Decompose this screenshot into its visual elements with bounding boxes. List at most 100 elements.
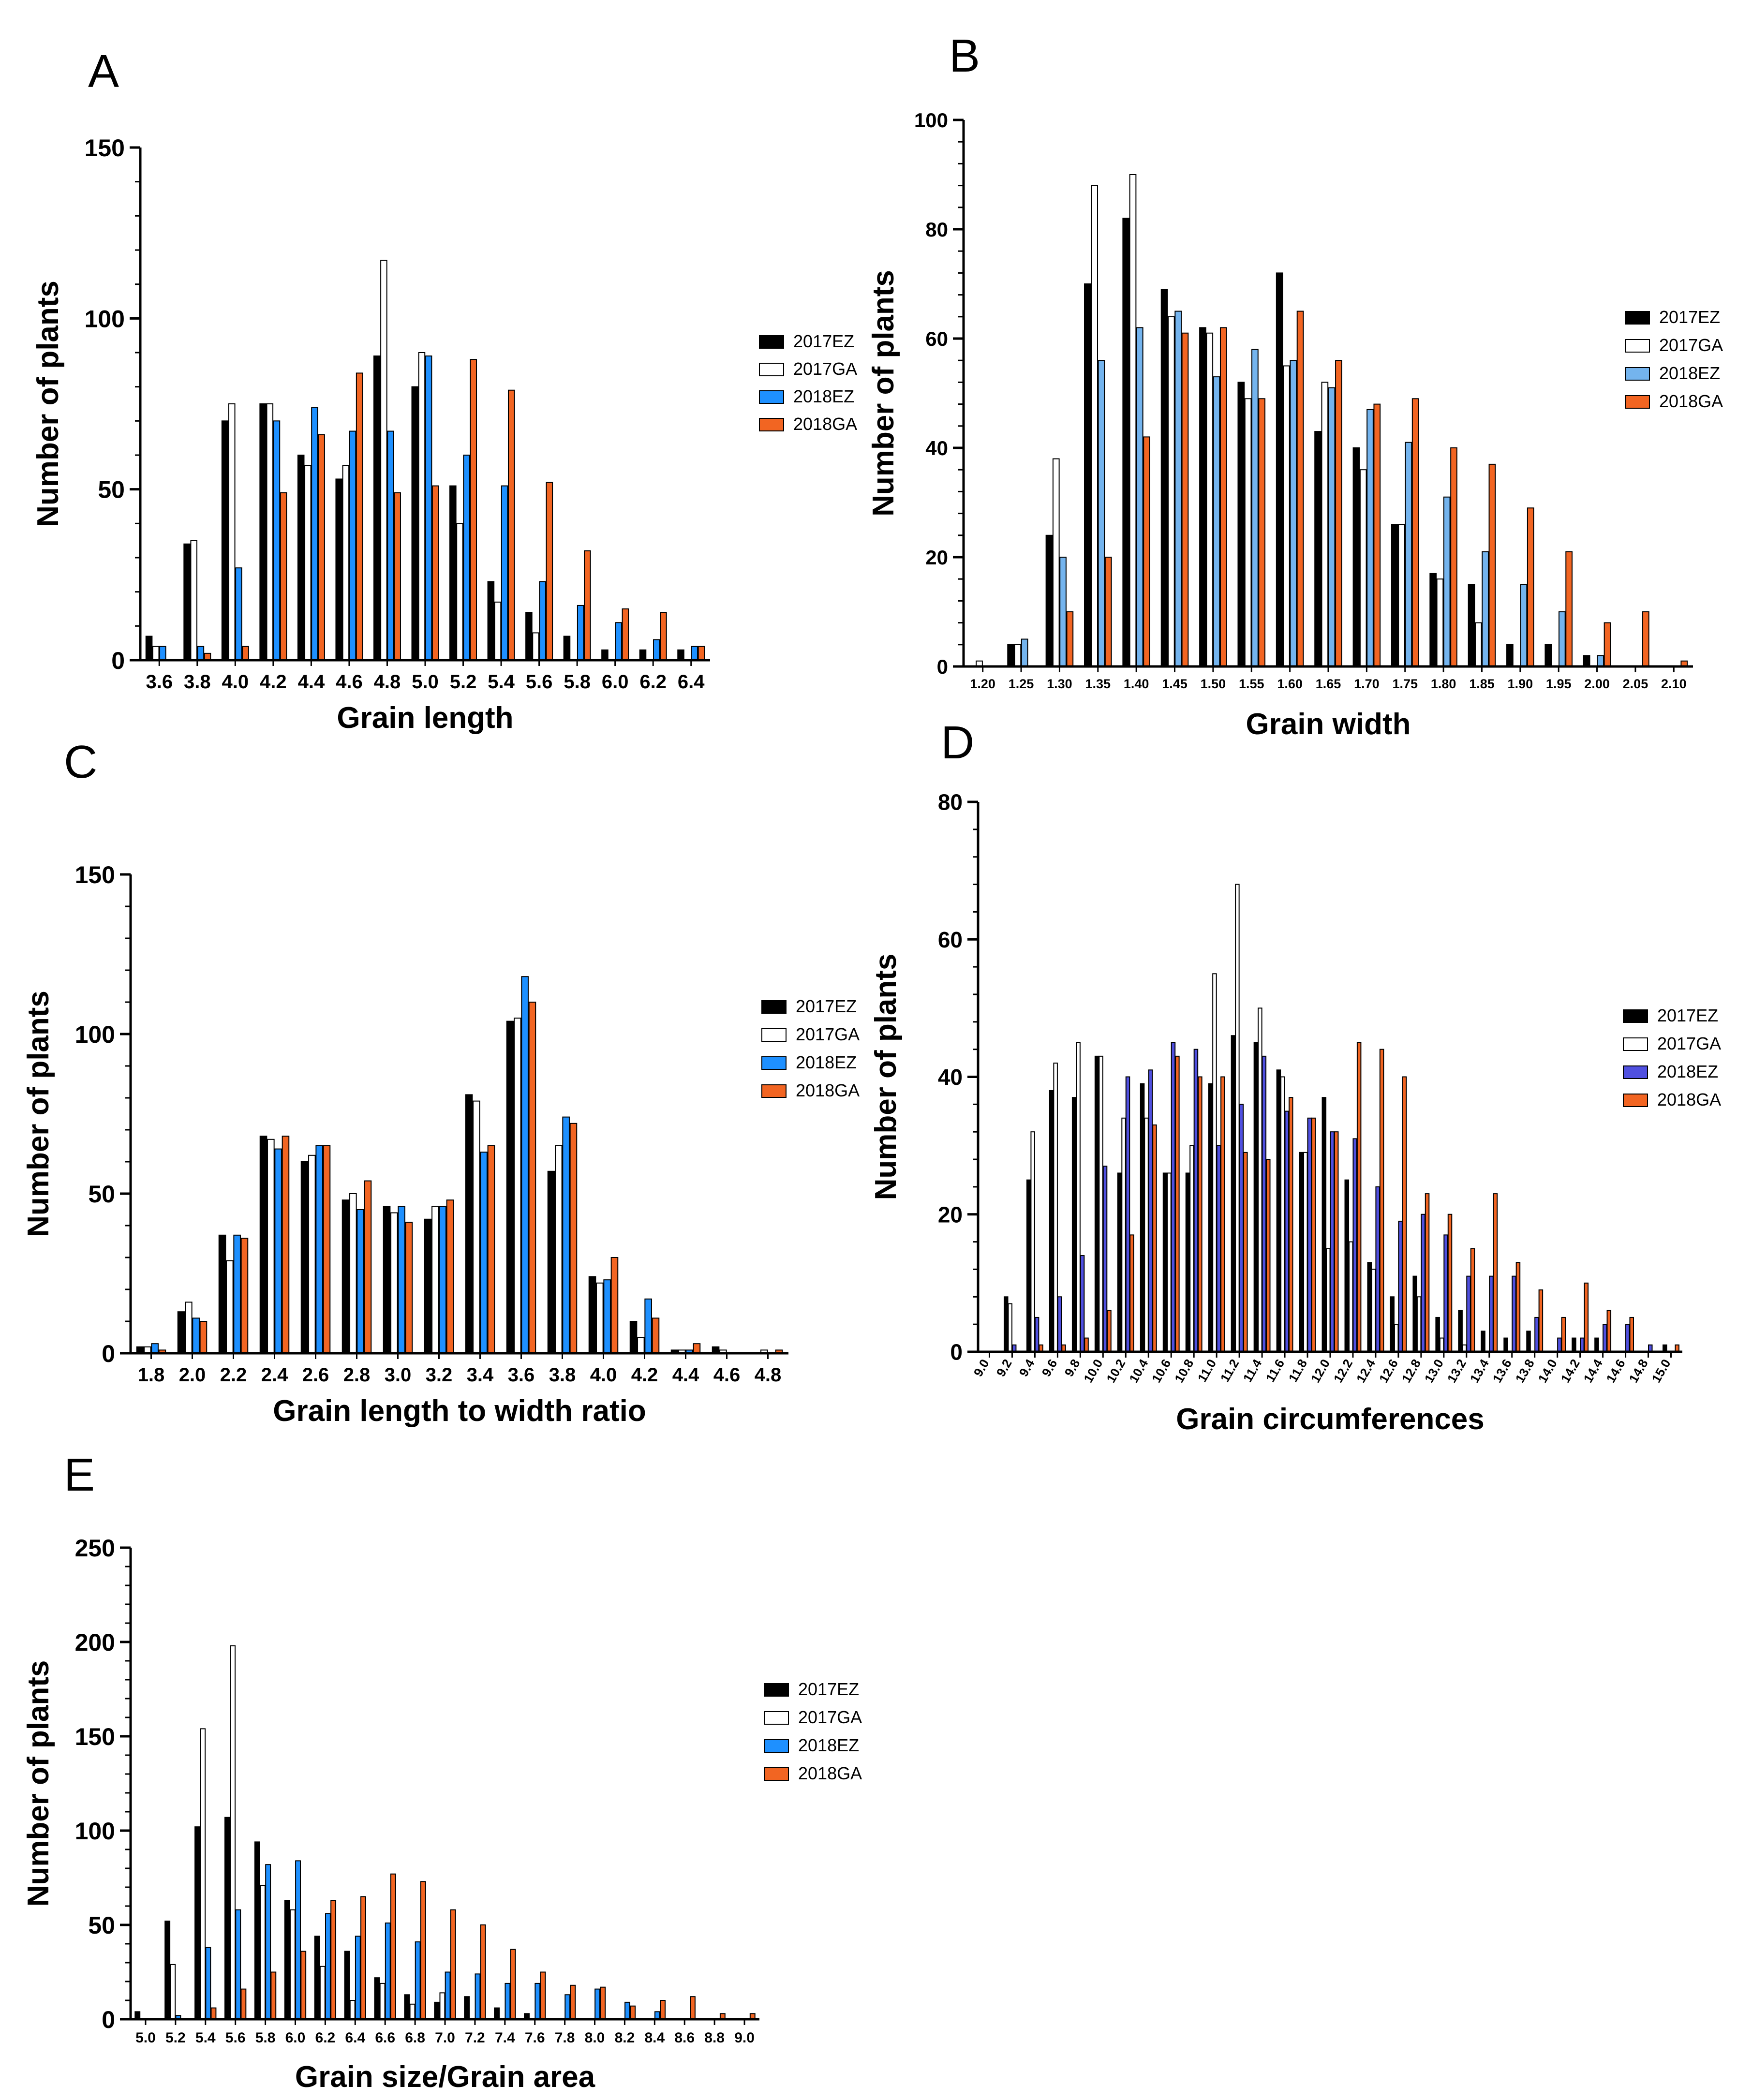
bar-2018ez-4-4 — [311, 407, 318, 661]
x-tick-label: 8.4 — [644, 2030, 665, 2046]
x-tick-label: 2.0 — [179, 1364, 206, 1386]
bar-2018ga-10-4 — [1152, 1124, 1157, 1352]
y-tick-label: 80 — [938, 790, 963, 815]
bar-2018ez-9-6 — [1057, 1296, 1062, 1353]
bar-2018ez-9-4 — [1034, 1316, 1039, 1352]
bar-2018ga-12-2 — [1356, 1042, 1362, 1352]
bar-2018ez-4-2 — [273, 420, 281, 661]
x-tick-label: 7.2 — [465, 2030, 485, 2046]
bar-2018ez-8-2 — [624, 2001, 630, 2020]
bar-2018ez-11-0 — [1216, 1145, 1221, 1353]
bar-2018ga-6-0 — [622, 608, 629, 661]
legend-label-2017ez: 2017EZ — [796, 996, 857, 1016]
bar-2017ga-12-0 — [1326, 1248, 1331, 1353]
bar-2017ga-7-0 — [439, 1992, 445, 2020]
bar-2018ga-2-05 — [1642, 611, 1649, 667]
bar-2018ga-1-40 — [1143, 436, 1150, 667]
bar-2017ga-12-8 — [1416, 1296, 1422, 1353]
bar-2017ga-1-25 — [1014, 644, 1022, 667]
y-axis-title: Number of plants — [31, 281, 65, 527]
y-tick-label: 100 — [914, 109, 948, 132]
legend-label-2017ga: 2017GA — [796, 1024, 860, 1044]
panel-label: A — [88, 45, 119, 97]
bar-2018ga-14-6 — [1629, 1316, 1634, 1352]
x-tick-label: 4.4 — [298, 671, 325, 693]
bar-2017ga-4-6 — [342, 465, 350, 661]
legend: 2017EZ 2017GA 2018EZ 2018GA — [759, 331, 857, 434]
bar-2017ga-5-2 — [456, 523, 463, 661]
y-tick-label: 0 — [102, 2006, 115, 2033]
bar-2017ez-3-8 — [547, 1170, 555, 1354]
bar-2017ez-2-2 — [218, 1234, 226, 1354]
bar-2017ga-5-6 — [532, 632, 539, 661]
bar-2017ez-11-2 — [1231, 1035, 1236, 1352]
bar-2017ga-3-8 — [555, 1145, 563, 1354]
bar-2018ga-6-0 — [300, 1951, 307, 2020]
x-tick-label: 3.0 — [385, 1364, 412, 1386]
x-tick-label: 1.35 — [1085, 677, 1111, 691]
bar-2018ez-2-8 — [356, 1209, 364, 1354]
bar-2017ga-3-6 — [152, 646, 160, 661]
bar-2017ga-4-2 — [637, 1337, 645, 1354]
legend-label-2017ez: 2017EZ — [798, 1679, 859, 1699]
x-tick-label: 8.2 — [615, 2030, 635, 2046]
bar-2018ez-9-8 — [1080, 1255, 1085, 1353]
bar-2018ez-6-0 — [615, 622, 623, 661]
bar-2018ga-8-2 — [630, 2005, 636, 2020]
bar-2017ez-14-2 — [1572, 1337, 1576, 1353]
bar-2017ez-5-8 — [254, 1841, 260, 2020]
bar-2017ez-3-0 — [383, 1206, 391, 1354]
bar-2018ga-11-6 — [1288, 1097, 1293, 1352]
bar-2017ez-1-45 — [1160, 289, 1168, 667]
legend-label-2017ga: 2017GA — [798, 1707, 862, 1727]
bar-2018ez-3-2 — [439, 1206, 446, 1354]
bar-2017ez-4-2 — [629, 1321, 638, 1354]
x-tick-label: 4.2 — [260, 671, 287, 693]
x-tick-label: 2.8 — [343, 1364, 371, 1386]
y-tick-label: 50 — [98, 476, 125, 503]
bar-2018ga-6-6 — [390, 1873, 396, 2020]
bar-2018ez-3-4 — [480, 1152, 488, 1354]
bar-2018ez-4-0 — [235, 567, 242, 661]
y-tick-label: 100 — [85, 305, 125, 332]
bar-2017ez-7-0 — [434, 2001, 440, 2020]
bar-2018ga-1-30 — [1066, 611, 1074, 667]
legend-label-2017ga: 2017GA — [793, 359, 857, 379]
y-tick-label: 150 — [75, 861, 115, 888]
x-tick-label: 3.6 — [508, 1364, 535, 1386]
bar-2018ga-3-6 — [528, 1002, 536, 1354]
bar-2018ga-1-90 — [1527, 507, 1534, 667]
bar-2018ez-6-4 — [691, 646, 698, 661]
bar-2018ez-4-2 — [644, 1298, 652, 1354]
bar-2018ez-1-75 — [1405, 442, 1412, 667]
bar-2018ga-5-4 — [507, 389, 515, 661]
legend-swatch-2018ga — [1625, 395, 1650, 409]
bar-2018ez-7-6 — [535, 1982, 541, 2020]
bar-2017ez-6-4 — [677, 649, 684, 661]
bar-2018ga-6-8 — [420, 1881, 426, 2020]
x-tick-label: 5.8 — [564, 671, 591, 693]
bar-2017ez-1-80 — [1429, 573, 1437, 667]
bar-2017ga-2-4 — [267, 1139, 275, 1354]
legend-swatch-2018ez — [764, 1739, 789, 1753]
bar-2018ez-6-8 — [415, 1941, 421, 2020]
bar-2018ga-6-4 — [360, 1896, 366, 2020]
x-tick-label: 6.4 — [678, 671, 705, 693]
bar-2017ez-5-2 — [164, 1921, 171, 2020]
bar-2017ga-2-2 — [226, 1260, 234, 1354]
x-tick-label: 6.2 — [639, 671, 667, 693]
bar-2018ga-11-8 — [1311, 1117, 1316, 1353]
bar-2018ez-10-4 — [1148, 1069, 1153, 1353]
y-tick-label: 150 — [75, 1723, 115, 1750]
legend-swatch-2017ez — [759, 335, 784, 349]
x-tick-label: 4.0 — [222, 671, 249, 693]
bar-2018ez-1-35 — [1098, 360, 1105, 667]
bar-2018ga-8-4 — [660, 2000, 666, 2020]
x-tick-label: 4.6 — [336, 671, 363, 693]
bar-2017ez-9-4 — [1026, 1179, 1031, 1352]
y-tick-label: 0 — [111, 647, 125, 674]
bar-2018ga-14-4 — [1606, 1310, 1612, 1352]
y-axis-title: Number of plants — [869, 954, 903, 1200]
x-tick-label: 5.6 — [526, 671, 553, 693]
x-tick-label: 1.45 — [1162, 677, 1188, 691]
